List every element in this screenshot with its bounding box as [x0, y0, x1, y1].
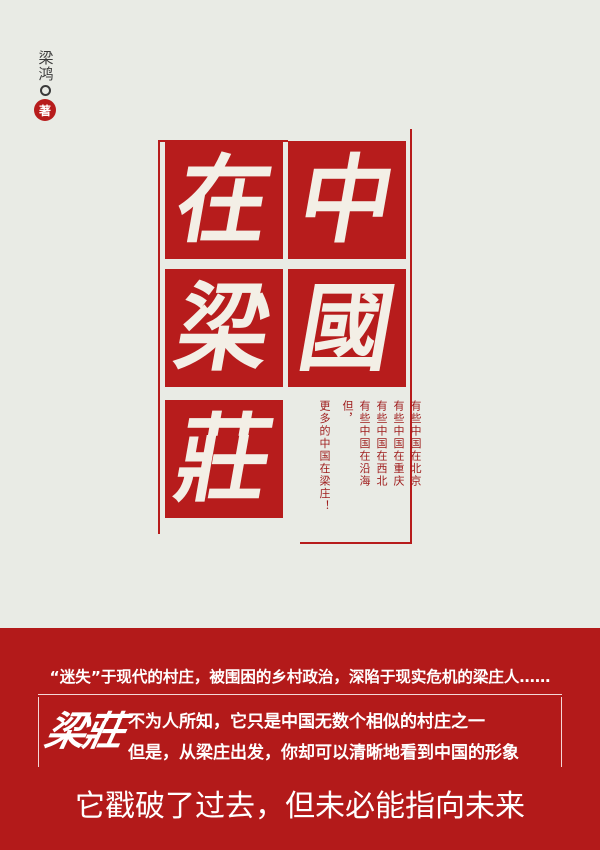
title-tile-liang: 梁 [165, 269, 283, 387]
bottom-red-band [0, 628, 600, 850]
poem-line: 有些中国在西北 [375, 400, 388, 488]
vertical-poem: 有些中国在北京 有些中国在重庆 有些中国在西北 有些中国在沿海 但， 更多的中国… [316, 400, 422, 513]
frame-line-top [158, 140, 288, 142]
title-char: 在 [168, 143, 280, 257]
blurb-box [38, 697, 562, 767]
title-tile-guo: 國 [288, 269, 406, 387]
blurb-line-1: “迷失”于现代的村庄，被围困的乡村政治，深陷于现实危机的梁庄人…… [49, 668, 551, 686]
title-char: 國 [291, 271, 403, 385]
title-tile-zhong: 中 [288, 141, 406, 259]
title-char: 莊 [168, 402, 280, 516]
frame-line-bottom [300, 542, 412, 544]
poem-line: 有些中国在重庆 [392, 400, 405, 488]
title-char: 梁 [168, 271, 280, 385]
poem-line: 有些中国在北京 [409, 400, 422, 488]
separator-ring-icon [39, 85, 51, 96]
blurb-tagline: 它戳破了过去，但未必能指向未来 [75, 789, 525, 824]
author-name: 梁鸿 [36, 50, 55, 82]
frame-line-left [158, 140, 160, 534]
poem-line: 有些中国在沿海 [358, 400, 371, 488]
blurb-brand-text: 梁莊 [41, 708, 128, 755]
blurb-divider [38, 694, 562, 695]
title-tile-zai: 在 [165, 141, 283, 259]
author-block: 梁鸿 著 [31, 50, 59, 121]
blurb-line-3: 但是，从梁庄出发，你却可以清晰地看到中国的形象 [128, 743, 519, 763]
blurb-line-2: 不为人所知，它只是中国无数个相似的村庄之一 [128, 712, 485, 732]
title-tile-zhuang: 莊 [165, 400, 283, 518]
poem-line: 但， [341, 400, 354, 425]
poem-line: 更多的中国在梁庄！ [318, 400, 331, 513]
frame-line-right [410, 129, 412, 543]
title-char: 中 [291, 143, 403, 257]
blurb-brand: 梁莊 [40, 698, 128, 766]
author-role-badge: 著 [34, 99, 56, 121]
